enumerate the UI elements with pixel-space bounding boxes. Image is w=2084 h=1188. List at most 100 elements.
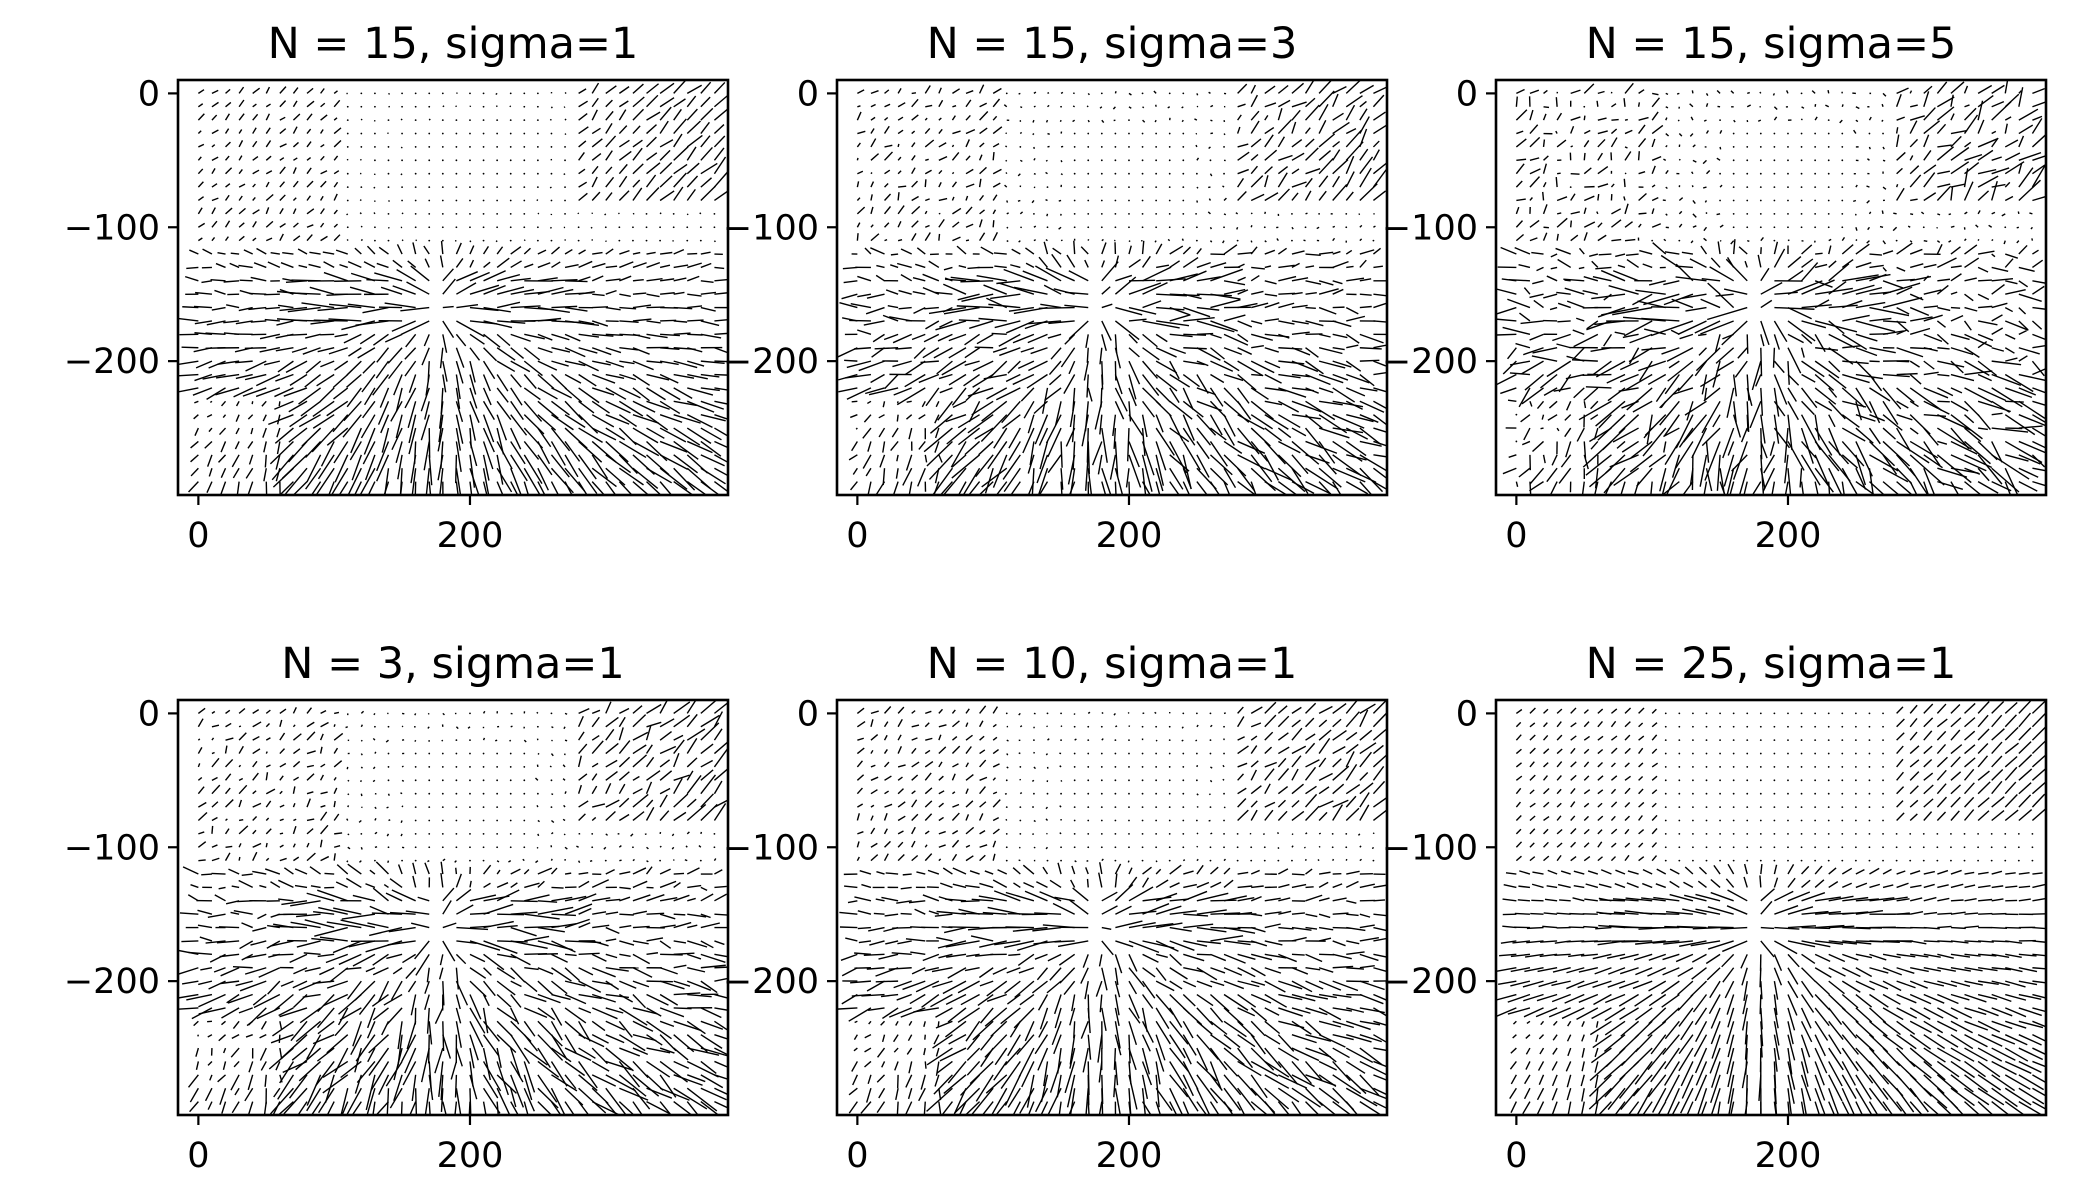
quiver-arrow: [195, 1061, 200, 1070]
quiver-arrow: [605, 1087, 627, 1115]
quiver-arrow: [632, 754, 648, 768]
quiver-arrow: [1223, 288, 1246, 295]
quiver-arrow: [1773, 387, 1780, 417]
quiver-arrow: [427, 726, 430, 729]
quiver-arrow: [1345, 191, 1354, 201]
quiver-arrow: [1705, 130, 1709, 134]
quiver-arrow: [424, 1088, 430, 1115]
quiver-arrow: [482, 400, 495, 420]
quiver-arrow: [564, 1060, 586, 1077]
quiver-arrow: [1923, 150, 1932, 161]
quiver-arrow: [442, 858, 446, 862]
quiver-arrow: [911, 737, 918, 741]
quiver-arrow: [1950, 113, 1955, 121]
quiver-arrow: [578, 467, 598, 495]
quiver-arrow: [1937, 387, 1954, 397]
quiver-arrow: [1950, 187, 1954, 201]
quiver-arrow: [979, 749, 986, 755]
quiver-arrow: [1128, 347, 1140, 358]
quiver-arrow: [1018, 712, 1021, 716]
quiver-arrow: [338, 993, 362, 1015]
quiver-arrow: [1291, 250, 1305, 255]
quiver-arrow: [1712, 360, 1721, 388]
quiver-arrow: [1142, 374, 1160, 396]
quiver-arrow: [523, 347, 541, 361]
quiver-arrow: [1291, 413, 1321, 420]
quiver-arrow: [1701, 427, 1721, 447]
quiver-arrow: [1651, 196, 1659, 202]
quiver-arrow: [618, 467, 644, 486]
quiver-arrow: [1638, 360, 1666, 372]
quiver-arrow: [1583, 195, 1595, 202]
quiver-arrow: [1264, 714, 1277, 728]
quiver-arrow: [948, 333, 967, 342]
quiver-arrow: [551, 726, 554, 729]
quiver-arrow: [199, 936, 213, 942]
quiver-arrow: [897, 718, 903, 728]
quiver-arrow: [320, 791, 328, 795]
quiver-arrow: [646, 83, 659, 94]
quiver-arrow: [938, 724, 947, 728]
quiver-arrow: [874, 347, 899, 350]
quiver-arrow: [965, 195, 969, 201]
quiver-arrow: [1128, 454, 1142, 488]
quiver-arrow: [211, 183, 218, 188]
quiver-arrow: [197, 747, 203, 754]
quiver-arrow: [482, 1101, 487, 1115]
quiver-arrow: [550, 1007, 563, 1026]
quiver-arrow: [1060, 441, 1063, 468]
quiver-arrow: [421, 347, 430, 366]
quiver-arrow: [1100, 92, 1103, 95]
quiver-arrow: [870, 764, 876, 768]
quiver-arrow: [510, 467, 522, 495]
quiver-arrow: [524, 333, 545, 340]
quiver-arrow: [279, 166, 286, 175]
quiver-arrow: [305, 333, 321, 339]
quiver-arrow: [523, 146, 526, 148]
quiver-arrow: [1694, 360, 1708, 377]
quiver-arrow: [381, 427, 390, 453]
quiver-arrow: [279, 708, 287, 714]
quiver-arrow: [1065, 427, 1076, 447]
quiver-arrow: [673, 163, 688, 175]
quiver-arrow: [2004, 347, 2015, 354]
quiver-arrow: [1694, 320, 1721, 334]
quiver-arrow: [1547, 414, 1558, 421]
quiver-arrow: [441, 92, 444, 95]
quiver-arrow: [306, 454, 322, 483]
quiver-arrow: [428, 792, 431, 795]
quiver-arrow: [1827, 199, 1830, 202]
quiver-arrow: [1264, 440, 1286, 465]
quiver-arrow: [1291, 480, 1315, 495]
quiver-arrow: [951, 181, 958, 188]
quiver-arrow: [1332, 280, 1343, 285]
quiver-arrow: [469, 441, 478, 467]
quiver-arrow: [1705, 169, 1711, 175]
quiver-arrow: [1019, 792, 1023, 795]
quiver-arrow: [1155, 199, 1158, 202]
quiver-arrow: [469, 994, 482, 1020]
quiver-arrow: [357, 347, 376, 359]
quiver-arrow: [1609, 454, 1639, 468]
quiver-arrow: [241, 873, 253, 877]
quiver-arrow: [2018, 355, 2028, 362]
quiver-arrow: [856, 222, 861, 228]
quiver-arrow: [1515, 342, 1531, 349]
quiver-arrow: [632, 304, 652, 309]
quiver-arrow: [373, 186, 376, 189]
y-tick-label: −200: [1382, 342, 1478, 382]
quiver-arrow: [714, 885, 727, 889]
quiver-arrow: [1964, 277, 1977, 282]
quiver-arrow: [551, 288, 574, 295]
quiver-arrow: [1114, 347, 1121, 369]
quiver-arrow: [1128, 306, 1157, 315]
quiver-arrow: [509, 159, 512, 162]
quiver-arrow: [243, 249, 253, 255]
quiver-arrow: [1112, 414, 1117, 437]
quiver-arrow: [938, 197, 948, 202]
quiver-arrow: [1182, 467, 1192, 489]
quiver-arrow: [1029, 441, 1035, 466]
quiver-arrow: [1050, 347, 1062, 360]
quiver-arrow: [1841, 186, 1844, 188]
quiver-arrow: [333, 181, 339, 188]
